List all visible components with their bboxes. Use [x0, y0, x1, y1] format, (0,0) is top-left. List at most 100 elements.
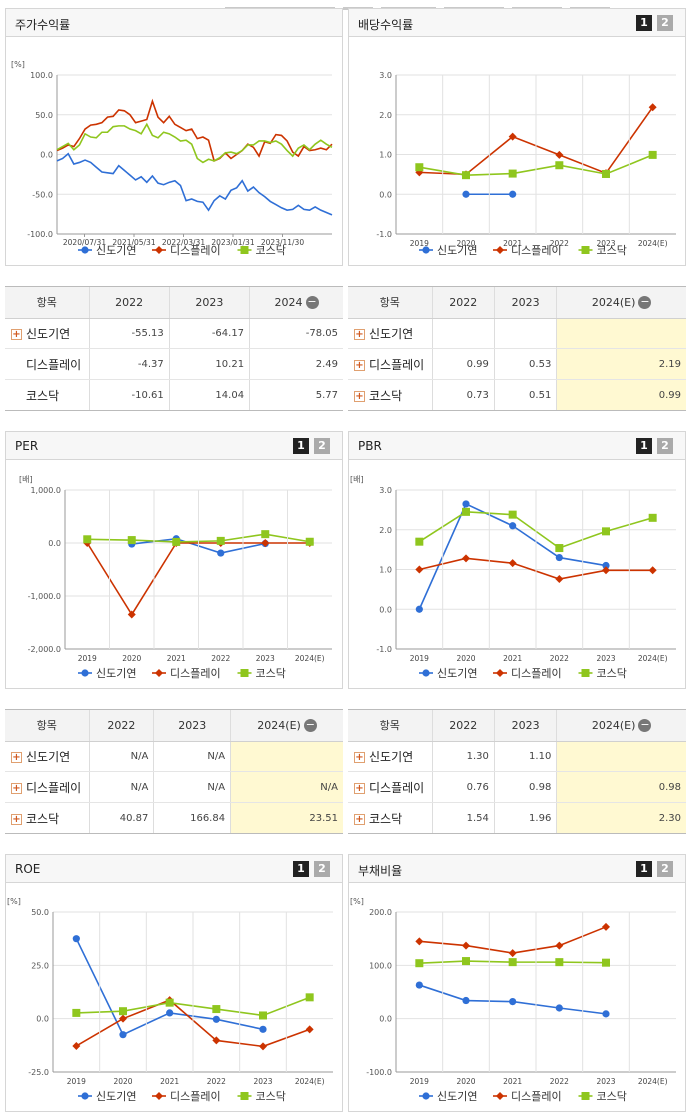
table-header-cell: 항목	[5, 710, 89, 742]
x-tick-label: 2019	[410, 239, 429, 248]
table-cell: 166.84	[153, 802, 231, 833]
expand-icon[interactable]: +	[354, 328, 365, 340]
page-1-button[interactable]: 1	[636, 861, 652, 877]
collapse-icon[interactable]: −	[638, 295, 652, 309]
header-label: 2023	[511, 295, 540, 309]
expand-icon[interactable]: +	[11, 782, 22, 794]
x-tick-label: 2022	[550, 654, 569, 663]
data-point	[581, 246, 590, 254]
data-point	[555, 941, 564, 950]
row-label: 코스닥	[5, 380, 89, 410]
data-point	[602, 922, 610, 931]
data-point	[172, 537, 181, 546]
data-point	[415, 959, 424, 968]
table-cell: N/A	[88, 741, 154, 773]
header-label: 항목	[36, 296, 57, 310]
y-tick-label: 25.0	[31, 961, 49, 970]
header-label: 2024(E)	[591, 718, 636, 732]
expand-icon[interactable]: +	[354, 390, 365, 402]
table-cell: -55.13	[88, 318, 170, 350]
panel-title: ROE	[15, 862, 41, 876]
x-tick-label: 2022	[550, 1077, 569, 1086]
data-point	[508, 132, 517, 141]
legend-label: 디스플레이	[170, 244, 221, 257]
collapse-icon[interactable]: −	[303, 718, 317, 732]
legend: 신도기연 디스플레이 코스닥	[419, 667, 627, 680]
collapse-icon[interactable]: −	[638, 718, 652, 732]
row-name: 신도기연	[369, 326, 414, 341]
expand-icon[interactable]: +	[11, 751, 22, 763]
expand-icon[interactable]: +	[354, 782, 365, 794]
header-label: 2024	[274, 295, 303, 309]
series-line	[56, 98, 333, 162]
data-point	[81, 246, 89, 254]
page-2-button[interactable]: 2	[657, 15, 673, 31]
x-tick-label: 2019	[67, 1077, 86, 1086]
table-cell: 0.76	[431, 771, 495, 804]
table-cell: 1.54	[431, 802, 495, 833]
x-tick-label: 2020	[122, 654, 141, 663]
data-point	[509, 522, 517, 530]
panel-debt-ratio: 부채비율 1 2 [%] 200.0 100.0 0.0 -100.0 2019 2020 2…	[348, 854, 686, 1112]
data-point	[462, 554, 470, 563]
per-table: 항목 2022 2023 2024(E) − + 신도기연 N/A N/A + 디스플레이 N/A N/…	[5, 709, 343, 834]
table-header-cell: 2024(E) −	[556, 710, 686, 742]
series-line	[56, 122, 333, 164]
table-cell: 1.96	[493, 802, 557, 833]
page-2-button[interactable]: 2	[657, 861, 673, 877]
legend-label: 코스닥	[597, 244, 627, 257]
table-cell	[556, 318, 686, 350]
page-2-button[interactable]: 2	[314, 438, 330, 454]
x-tick-label: 2019	[410, 1077, 429, 1086]
page-1-button[interactable]: 1	[293, 438, 309, 454]
table-cell: 2.30	[556, 802, 686, 833]
data-point	[509, 190, 517, 198]
pbr-chart: [배] 3.0 2.0 1.0 0.0 -1.0 2019 2020 2021 2022 2023 2…	[350, 475, 676, 680]
page-1-button[interactable]: 1	[636, 15, 652, 31]
expand-icon[interactable]: +	[354, 751, 365, 763]
data-point	[415, 537, 424, 546]
header-label: 2024(E)	[257, 718, 301, 732]
x-tick-label: 2022/03/31	[162, 238, 205, 247]
x-tick-label: 2020	[456, 1077, 475, 1086]
page-1-button[interactable]: 1	[636, 438, 652, 454]
per-chart: [배] 1,000.0 0.0 -1,000.0 -2,000.0 2019 2020 202…	[19, 475, 332, 680]
data-point	[555, 161, 564, 170]
data-point	[119, 1007, 127, 1016]
legend: 신도기연 디스플레이 코스닥	[78, 667, 286, 680]
row-label: + 디스플레이	[348, 348, 432, 381]
table-row: + 디스플레이 0.76 0.98 0.98	[348, 771, 686, 804]
page-1-button[interactable]: 1	[293, 861, 309, 877]
data-point	[81, 1092, 89, 1100]
header-label: 항목	[379, 296, 400, 310]
data-point	[415, 565, 424, 574]
collapse-icon[interactable]: −	[305, 295, 319, 309]
row-name: 디스플레이	[369, 357, 425, 372]
series-line	[56, 152, 333, 216]
row-label: + 디스플레이	[5, 771, 89, 804]
table-header-cell: 2022	[431, 710, 495, 742]
page-2-button[interactable]: 2	[314, 861, 330, 877]
legend-label: 신도기연	[96, 667, 136, 680]
row-name: 코스닥	[26, 388, 60, 403]
data-point	[462, 996, 470, 1005]
legend-label: 디스플레이	[511, 667, 562, 680]
expand-icon[interactable]: +	[354, 359, 365, 371]
expand-icon[interactable]: +	[11, 813, 22, 825]
y-tick-label: 0.0	[379, 605, 392, 614]
data-point	[602, 561, 610, 570]
data-point	[462, 190, 470, 198]
legend-label: 코스닥	[597, 1090, 627, 1103]
legend-label: 신도기연	[437, 667, 477, 680]
data-point	[462, 941, 470, 950]
data-point	[422, 1092, 430, 1100]
page-2-button[interactable]: 2	[657, 438, 673, 454]
table-row: + 코스닥 0.73 0.51 0.99	[348, 379, 686, 410]
row-name: 신도기연	[369, 749, 414, 764]
expand-icon[interactable]: +	[354, 813, 365, 825]
expand-icon[interactable]: +	[11, 328, 22, 340]
data-point	[648, 150, 657, 159]
x-tick-label: 2023	[596, 239, 615, 248]
y-tick-label: -25.0	[28, 1068, 49, 1077]
table-header-cell: 2023	[493, 287, 557, 319]
